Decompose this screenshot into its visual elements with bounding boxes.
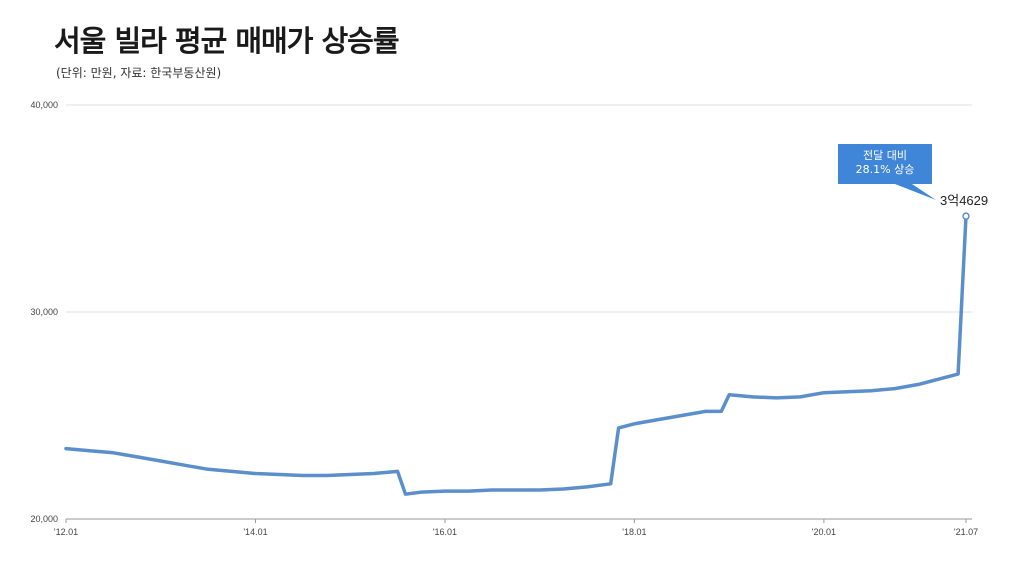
x-tick-label: '20.01 — [812, 527, 836, 537]
chart-subtitle: (단위: 만원, 자료: 한국부동산원) — [56, 66, 222, 80]
callout-text: 28.1% 상승 — [856, 163, 915, 176]
x-tick-label: '18.01 — [622, 527, 646, 537]
y-tick-label: 30,000 — [30, 307, 58, 317]
x-tick-label: '14.01 — [243, 527, 267, 537]
x-tick-label: '12.01 — [54, 527, 78, 537]
y-tick-label: 40,000 — [30, 100, 58, 110]
chart-title: 서울 빌라 평균 매매가 상승률 — [54, 24, 400, 58]
x-tick-label: '16.01 — [433, 527, 457, 537]
end-value-label: 3억4629 — [940, 193, 988, 208]
x-tick-label: '21.07 — [954, 527, 978, 537]
series-line — [64, 214, 968, 496]
y-tick-label: 20,000 — [30, 514, 58, 524]
callout-box — [838, 144, 936, 200]
callout-text: 전달 대비 — [863, 149, 907, 162]
end-point-marker — [962, 212, 970, 220]
